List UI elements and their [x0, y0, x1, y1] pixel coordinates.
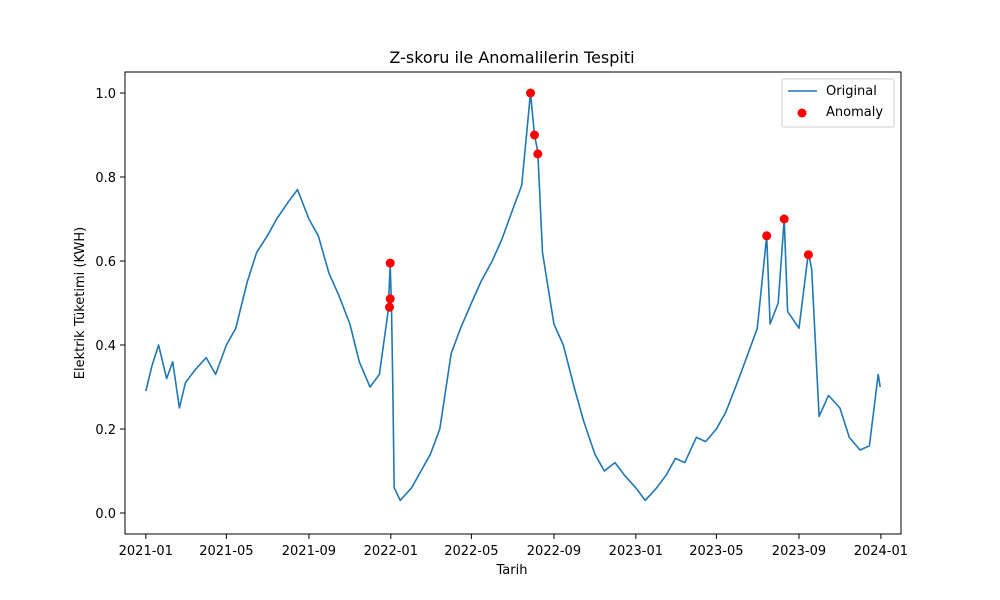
x-tick-label: 2023-09 [772, 544, 826, 559]
anomaly-points [385, 88, 813, 312]
x-tick-label: 2021-01 [119, 544, 173, 559]
y-tick-label: 0.2 [95, 423, 116, 438]
y-tick-label: 1.0 [95, 87, 116, 102]
x-tick-label: 2022-09 [527, 544, 581, 559]
anomaly-point [526, 88, 535, 98]
anomaly-point [385, 258, 395, 268]
y-tick-label: 0.4 [95, 339, 116, 354]
plot-area [124, 71, 902, 535]
legend: Original Anomaly [781, 78, 895, 128]
anomaly-point [803, 250, 813, 260]
anomaly-point [385, 302, 394, 312]
legend-label-anomaly: Anomaly [826, 105, 883, 120]
anomaly-point [762, 231, 772, 241]
chart-title: Z-skoru ile Anomalilerin Tespiti [389, 48, 634, 67]
x-tick-label: 2022-01 [364, 544, 418, 559]
x-axis-ticks: 2021-01 2021-05 2021-09 2022-01 2022-05 2022-… [119, 534, 908, 559]
anomaly-point [530, 130, 539, 140]
legend-label-original: Original [826, 84, 877, 99]
anomaly-point [533, 149, 543, 159]
y-tick-label: 0.0 [95, 507, 116, 522]
y-axis-ticks: 0.0 0.2 0.4 0.6 0.8 1.0 [95, 87, 125, 522]
series-line-original [145, 92, 881, 502]
plot-frame [124, 71, 902, 535]
y-tick-label: 0.8 [95, 171, 116, 186]
x-tick-label: 2024-01 [854, 544, 908, 559]
x-axis-title: Tarih [496, 563, 528, 578]
anomaly-point [385, 294, 395, 304]
y-axis-title: Elektrik Tüketimi (KWH) [73, 227, 88, 379]
x-tick-label: 2023-01 [609, 544, 663, 559]
legend-anomaly-marker [797, 108, 807, 118]
x-tick-label: 2023-05 [689, 544, 743, 559]
y-tick-label: 0.6 [95, 255, 116, 270]
x-tick-label: 2022-05 [444, 544, 498, 559]
x-tick-label: 2021-09 [282, 544, 336, 559]
x-tick-label: 2021-05 [199, 544, 253, 559]
anomaly-point [779, 214, 789, 224]
